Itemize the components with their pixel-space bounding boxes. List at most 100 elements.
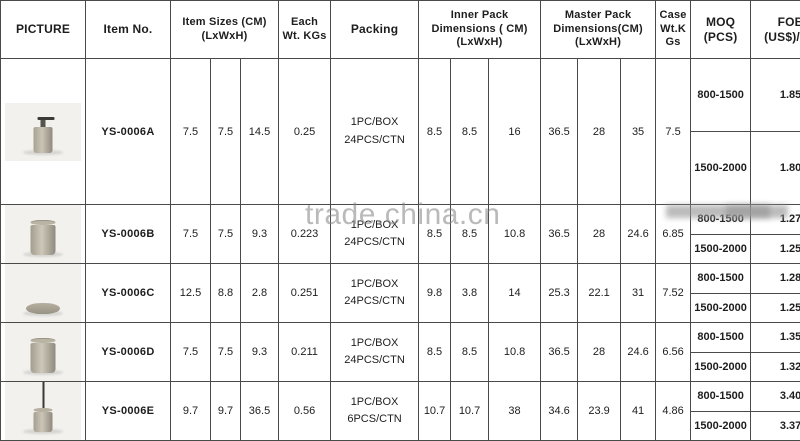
- cell-master-w: 28: [577, 204, 622, 264]
- column-header-moq: MOQ (PCS): [690, 0, 752, 59]
- packing-line-1: 1PC/BOX: [350, 277, 399, 290]
- cell-case-weight: 7.52: [655, 263, 692, 323]
- cell-master-h: 41: [620, 381, 657, 441]
- cell-master-l: 25.3: [540, 263, 579, 323]
- header-label: FOB: [777, 14, 800, 29]
- cell-fob-tier-1: 1.35: [750, 322, 800, 353]
- cell-inner-w: 3.8: [450, 263, 490, 323]
- cell-packing: 1PC/BOX 24PCS/CTN: [330, 204, 420, 264]
- cell-fob-tier-2: 1.25: [750, 233, 800, 264]
- cell-master-l: 36.5: [540, 204, 579, 264]
- header-label: Case: [659, 8, 687, 21]
- cell-master-h: 24.6: [620, 204, 657, 264]
- cell-master-l: 34.6: [540, 381, 579, 441]
- header-label: Item No.: [103, 22, 153, 36]
- packing-line-2: 24PCS/CTN: [344, 295, 405, 307]
- cell-each-weight: 0.223: [278, 204, 332, 264]
- cell-item-size-h: 9.3: [239, 204, 280, 264]
- product-image-soap-dish: [5, 264, 81, 322]
- product-thumbnail-cell[interactable]: [0, 381, 86, 441]
- cell-item-size-w: 7.5: [210, 322, 241, 382]
- header-label: MOQ: [705, 14, 736, 29]
- table-header: PICTURE Item No. Item Sizes (CM) (LxWxH)…: [0, 0, 800, 59]
- header-sublabel: Dimensions(CM): [553, 22, 643, 35]
- cell-master-h: 35: [620, 58, 657, 205]
- cell-each-weight: 0.251: [278, 263, 332, 323]
- header-label: PICTURE: [15, 22, 71, 36]
- cell-item-no: YS-0006C: [85, 263, 171, 323]
- cell-item-size-w: 7.5: [210, 58, 241, 205]
- cell-item-size-w: 7.5: [210, 204, 241, 264]
- cell-item-size-l: 7.5: [170, 204, 211, 264]
- cell-item-size-w: 8.8: [210, 263, 241, 323]
- header-sublabel: (LxWxH): [575, 36, 622, 49]
- product-image-tumbler: [5, 205, 81, 263]
- table-row[interactable]: YS-0006C 12.5 8.8 2.8 0.251 1PC/BOX 24PC…: [0, 263, 800, 323]
- cell-case-weight: 6.56: [655, 322, 692, 382]
- cell-inner-l: 9.8: [418, 263, 452, 323]
- product-thumbnail-cell[interactable]: [0, 204, 86, 264]
- cell-item-size-l: 7.5: [170, 58, 211, 205]
- column-header-item-no: Item No.: [85, 0, 171, 59]
- header-sublabel: Wt.K: [660, 22, 686, 35]
- column-header-fob: FOB (US$)/PC: [750, 0, 800, 59]
- cell-inner-l: 8.5: [418, 204, 452, 264]
- cell-moq-tier-2: 1500-2000: [690, 351, 752, 382]
- cell-item-no: YS-0006D: [85, 322, 171, 382]
- header-sublabel: Wt. KGs: [282, 29, 327, 42]
- product-thumbnail-cell[interactable]: [0, 322, 86, 382]
- cell-fob-tier-1: 3.40: [750, 381, 800, 412]
- cell-case-weight: 7.5: [655, 58, 692, 205]
- packing-line-1: 1PC/BOX: [350, 336, 399, 349]
- header-label: Each: [290, 15, 319, 28]
- packing-line-1: 1PC/BOX: [350, 218, 399, 231]
- table-row-price-tier[interactable]: 1500-2000 1.32: [1, 351, 800, 382]
- product-thumbnail-cell[interactable]: [0, 58, 86, 205]
- table-row[interactable]: YS-0006D 7.5 7.5 9.3 0.211 1PC/BOX 24PCS…: [0, 322, 800, 382]
- column-header-picture: PICTURE: [0, 0, 86, 59]
- table-row[interactable]: YS-0006B 7.5 7.5 9.3 0.223 1PC/BOX 24PCS…: [0, 204, 800, 264]
- cell-item-size-h: 2.8: [239, 263, 280, 323]
- cell-item-size-w: 9.7: [210, 381, 241, 441]
- table-body: YS-0006A 7.5 7.5 14.5 0.25 1PC/BOX 24PCS…: [0, 58, 800, 441]
- product-thumbnail-cell[interactable]: [0, 263, 86, 323]
- cell-item-size-l: 9.7: [170, 381, 211, 441]
- cell-case-weight: 4.86: [655, 381, 692, 441]
- cell-fob-tier-2: 3.37: [750, 410, 800, 441]
- header-label: Packing: [350, 22, 399, 36]
- cell-item-size-h: 14.5: [239, 58, 280, 205]
- cell-master-w: 22.1: [577, 263, 622, 323]
- column-header-case-weight: Case Wt.K Gs: [655, 0, 692, 59]
- packing-line-1: 1PC/BOX: [350, 395, 399, 408]
- cell-each-weight: 0.211: [278, 322, 332, 382]
- packing-line-1: 1PC/BOX: [350, 116, 399, 129]
- header-sublabel: Gs: [665, 36, 681, 49]
- cell-inner-w: 8.5: [450, 58, 490, 205]
- header-sublabel: (PCS): [703, 29, 738, 44]
- cell-master-h: 24.6: [620, 322, 657, 382]
- cell-item-size-l: 12.5: [170, 263, 211, 323]
- packing-line-2: 24PCS/CTN: [344, 133, 405, 146]
- header-sublabel: (LxWxH): [456, 36, 503, 49]
- table-row-price-tier[interactable]: 1500-2000 3.37: [1, 410, 800, 441]
- column-header-inner-pack: Inner Pack Dimensions ( CM) (LxWxH): [418, 0, 542, 59]
- table-row-price-tier[interactable]: 1500-2000 1.80: [1, 131, 800, 205]
- cell-moq-tier-1: 800-1500: [690, 58, 752, 132]
- cell-fob-tier-2: 1.32: [750, 351, 800, 382]
- cell-each-weight: 0.56: [278, 381, 332, 441]
- cell-inner-l: 10.7: [418, 381, 452, 441]
- column-header-each-weight: Each Wt. KGs: [278, 0, 332, 59]
- header-label: Inner Pack: [450, 8, 509, 21]
- table-row-price-tier[interactable]: 1500-2000 1.25: [1, 292, 800, 323]
- header-sublabel: Dimensions ( CM): [431, 22, 528, 35]
- table-row[interactable]: YS-0006E 9.7 9.7 36.5 0.56 1PC/BOX 6PCS/…: [0, 381, 800, 441]
- cell-inner-l: 8.5: [418, 58, 452, 205]
- cell-item-no: YS-0006A: [85, 58, 171, 205]
- cell-moq-tier-1: 800-1500: [690, 322, 752, 353]
- product-image-tumbler: [5, 323, 81, 381]
- column-header-item-sizes: Item Sizes (CM) (LxWxH): [169, 0, 280, 59]
- cell-moq-tier-1: 800-1500: [690, 263, 752, 294]
- table-row[interactable]: YS-0006A 7.5 7.5 14.5 0.25 1PC/BOX 24PCS…: [0, 58, 800, 205]
- product-image-soap-dispenser: [5, 102, 81, 161]
